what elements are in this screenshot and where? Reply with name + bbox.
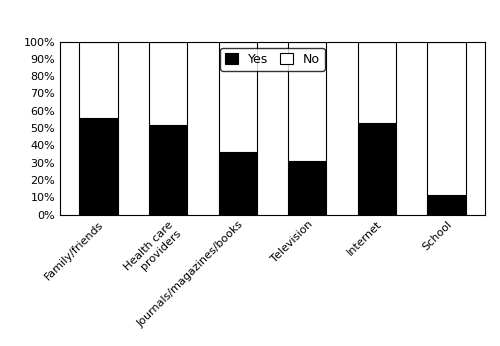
Bar	[358, 42, 396, 123]
Bar	[149, 42, 187, 125]
Legend: Yes, No: Yes, No	[220, 48, 325, 71]
Bar	[149, 125, 187, 215]
Bar	[218, 152, 257, 215]
Bar	[358, 123, 396, 215]
Bar	[218, 42, 257, 152]
Bar	[288, 42, 327, 161]
Bar	[80, 42, 118, 118]
Bar	[428, 195, 466, 215]
Bar	[80, 118, 118, 215]
Bar	[428, 42, 466, 195]
Bar	[288, 161, 327, 215]
